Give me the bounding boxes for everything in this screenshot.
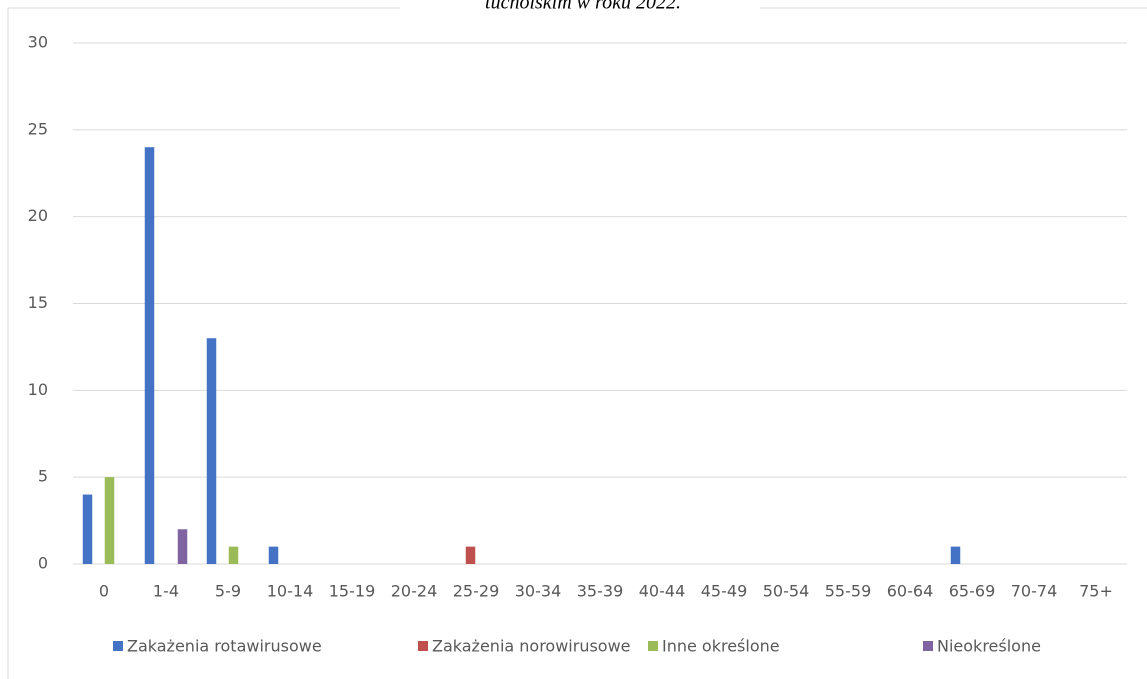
x-tick-label: 50-54: [763, 582, 810, 601]
chart-title: tucholskim w roku 2022.: [485, 0, 681, 14]
y-tick-label: 10: [28, 380, 48, 399]
x-tick-label: 5-9: [215, 582, 241, 601]
x-tick-label: 70-74: [1011, 582, 1058, 601]
title-background: [400, 0, 760, 16]
legend-swatch: [923, 641, 933, 651]
x-tick-label: 55-59: [825, 582, 872, 601]
bar: [268, 546, 279, 564]
legend-label: Inne określone: [662, 637, 780, 656]
bar: [104, 477, 115, 564]
x-tick-label: 60-64: [887, 582, 934, 601]
bar: [177, 529, 188, 564]
x-tick-label: 15-19: [329, 582, 376, 601]
bar: [144, 147, 155, 564]
y-tick-label: 20: [28, 206, 48, 225]
legend-label: Zakażenia rotawirusowe: [127, 637, 322, 656]
legend-swatch: [648, 641, 658, 651]
bar: [82, 494, 93, 564]
y-tick-label: 30: [28, 33, 48, 52]
bar: [950, 546, 961, 564]
x-tick-label: 10-14: [267, 582, 314, 601]
x-tick-label: 35-39: [577, 582, 624, 601]
x-tick-label: 65-69: [949, 582, 996, 601]
x-tick-label: 0: [99, 582, 109, 601]
y-tick-label: 0: [38, 554, 48, 573]
x-tick-label: 1-4: [153, 582, 179, 601]
x-tick-label: 30-34: [515, 582, 562, 601]
legend-swatch: [113, 641, 123, 651]
x-tick-label: 40-44: [639, 582, 686, 601]
y-tick-label: 25: [28, 119, 48, 138]
chart-frame: [7, 7, 1147, 679]
legend-label: Zakażenia norowirusowe: [432, 637, 631, 656]
bar: [206, 338, 217, 564]
x-tick-label: 45-49: [701, 582, 748, 601]
x-tick-label: 20-24: [391, 582, 438, 601]
x-tick-label: 25-29: [453, 582, 500, 601]
bar: [465, 546, 476, 564]
y-tick-label: 15: [28, 293, 48, 312]
legend-swatch: [418, 641, 428, 651]
x-tick-label: 75+: [1079, 582, 1113, 601]
y-tick-label: 5: [38, 467, 48, 486]
bar: [228, 546, 239, 564]
legend-label: Nieokreślone: [937, 637, 1041, 656]
